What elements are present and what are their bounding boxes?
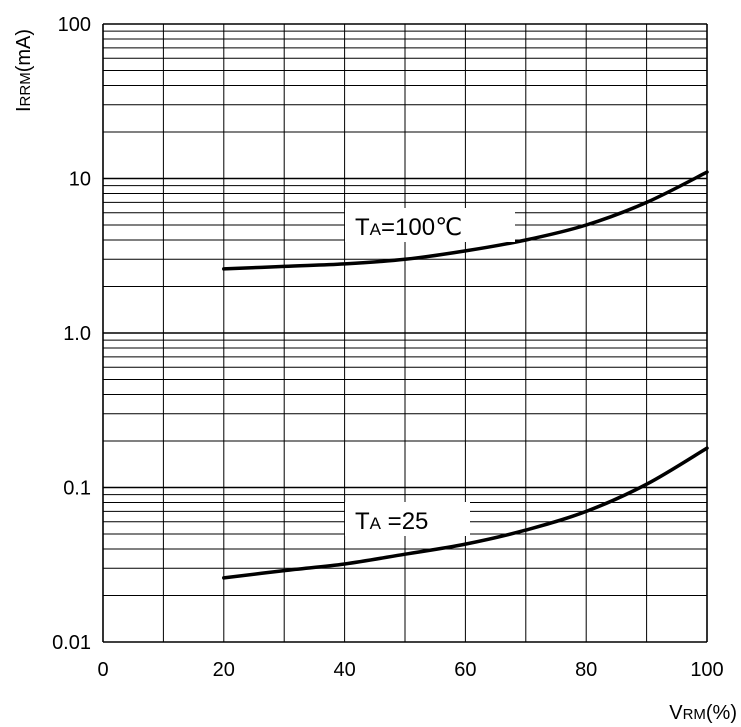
y-tick-label: 0.01	[52, 632, 91, 654]
y-tick-label: 0.1	[63, 478, 91, 500]
x-tick-label: 60	[454, 659, 476, 681]
x-tick-label: 20	[213, 659, 235, 681]
x-tick-label: 40	[333, 659, 355, 681]
series-label-background	[345, 502, 470, 536]
grid	[102, 23, 708, 643]
y-tick-label: 100	[58, 14, 91, 36]
series-label-2: TA =25	[355, 508, 428, 535]
x-tick-label: 100	[690, 659, 723, 681]
series-label-background	[345, 208, 515, 242]
series-label-1: TA=100℃	[355, 214, 462, 241]
series-group	[222, 170, 709, 580]
series-line-2	[222, 446, 709, 580]
y-axis-title: IRRM(mA)	[13, 29, 35, 112]
x-tick-label: 80	[575, 659, 597, 681]
x-tick-label: 0	[97, 659, 108, 681]
x-axis-title: VRM(%)	[669, 702, 737, 724]
y-tick-label: 1.0	[63, 323, 91, 345]
y-tick-label: 10	[69, 169, 91, 191]
tick-labels: 0 20 40 60 80 100 0.01 0.1 1.0 10 100	[52, 14, 724, 681]
series-labels: TA=100℃ TA =25	[345, 208, 515, 536]
series-line-1	[222, 170, 709, 271]
